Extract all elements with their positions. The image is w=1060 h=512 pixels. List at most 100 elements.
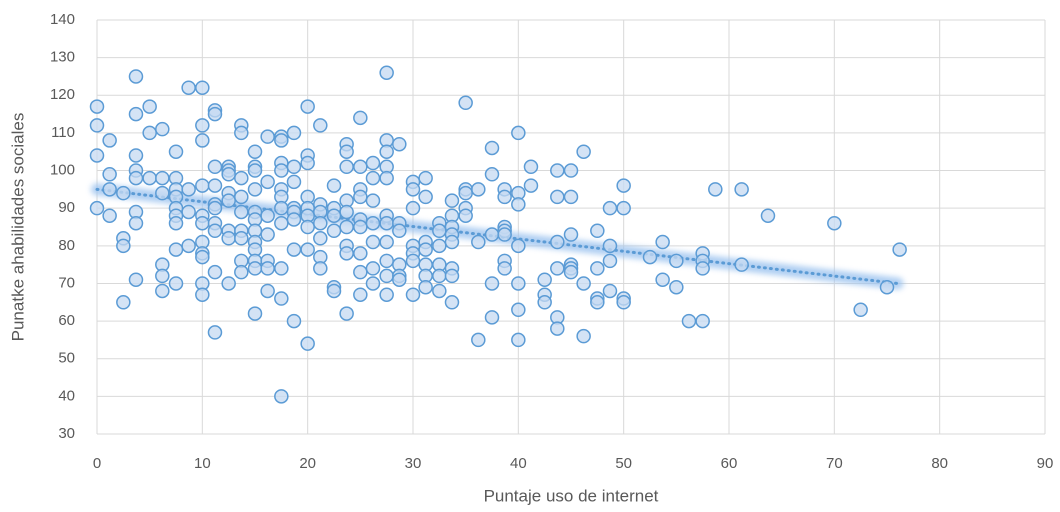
point xyxy=(827,215,842,231)
point xyxy=(274,389,289,404)
point xyxy=(444,193,460,208)
point xyxy=(511,276,526,291)
point xyxy=(260,174,275,190)
point xyxy=(379,65,394,80)
point xyxy=(550,321,565,336)
point xyxy=(484,276,500,291)
point xyxy=(550,189,565,205)
point xyxy=(102,133,117,148)
point xyxy=(471,234,486,250)
point xyxy=(444,234,460,250)
point xyxy=(365,234,381,250)
point xyxy=(274,291,289,306)
point xyxy=(195,249,210,265)
point xyxy=(353,110,368,126)
point xyxy=(142,99,157,114)
point xyxy=(537,295,552,310)
point xyxy=(353,264,368,280)
point xyxy=(484,167,500,182)
point xyxy=(181,80,196,95)
point xyxy=(695,261,710,276)
point xyxy=(128,69,144,84)
point xyxy=(602,283,618,299)
point xyxy=(128,170,144,186)
point xyxy=(458,185,473,201)
point xyxy=(444,295,460,310)
point xyxy=(286,313,302,329)
y-tick-label: 100 xyxy=(50,162,75,179)
point xyxy=(642,249,658,265)
point xyxy=(550,163,565,178)
point xyxy=(853,302,868,318)
point xyxy=(418,189,433,205)
point xyxy=(339,246,354,261)
point xyxy=(221,167,236,182)
x-tick-label: 90 xyxy=(1037,455,1054,472)
point xyxy=(313,118,328,133)
x-tick-label: 30 xyxy=(405,455,422,472)
point xyxy=(365,215,381,231)
point xyxy=(300,242,315,257)
point xyxy=(576,276,591,291)
point xyxy=(195,133,210,148)
point xyxy=(511,197,526,212)
point xyxy=(195,80,210,95)
point xyxy=(181,204,196,220)
point xyxy=(286,174,302,190)
point xyxy=(247,163,263,178)
point xyxy=(602,200,618,216)
point xyxy=(274,200,289,216)
point xyxy=(260,208,275,223)
point xyxy=(274,133,289,148)
point xyxy=(365,155,381,171)
point xyxy=(365,170,381,186)
point xyxy=(286,159,302,175)
point xyxy=(590,295,605,310)
point xyxy=(221,276,236,291)
point xyxy=(760,208,776,223)
point xyxy=(102,208,117,223)
point xyxy=(353,159,368,175)
point xyxy=(365,193,381,208)
y-tick-label: 70 xyxy=(58,274,75,291)
point xyxy=(523,159,539,175)
x-tick-label: 50 xyxy=(615,455,632,472)
point xyxy=(234,264,249,280)
point xyxy=(523,178,539,193)
point xyxy=(511,125,526,141)
point xyxy=(432,268,447,284)
point xyxy=(576,328,591,344)
point xyxy=(286,242,302,257)
point xyxy=(669,253,684,269)
point xyxy=(511,332,526,348)
point xyxy=(274,215,289,231)
y-tick-label: 130 xyxy=(50,49,75,66)
x-tick-label: 10 xyxy=(194,455,211,472)
point xyxy=(405,182,421,197)
point xyxy=(353,287,368,302)
point xyxy=(590,261,605,276)
point xyxy=(616,200,631,216)
point xyxy=(313,215,328,231)
point xyxy=(207,106,223,122)
point xyxy=(353,189,368,205)
point xyxy=(128,148,144,163)
point xyxy=(734,257,749,272)
point xyxy=(247,182,263,197)
point xyxy=(563,163,579,178)
point xyxy=(471,332,486,348)
point xyxy=(207,178,223,193)
point xyxy=(734,182,749,197)
point xyxy=(102,167,117,182)
x-tick-label: 70 xyxy=(826,455,843,472)
point xyxy=(484,227,500,242)
point xyxy=(128,215,144,231)
point xyxy=(207,264,223,280)
point xyxy=(168,276,184,291)
point xyxy=(379,215,394,231)
point xyxy=(695,313,710,329)
point xyxy=(484,310,500,325)
point xyxy=(550,234,565,250)
point xyxy=(418,170,433,186)
